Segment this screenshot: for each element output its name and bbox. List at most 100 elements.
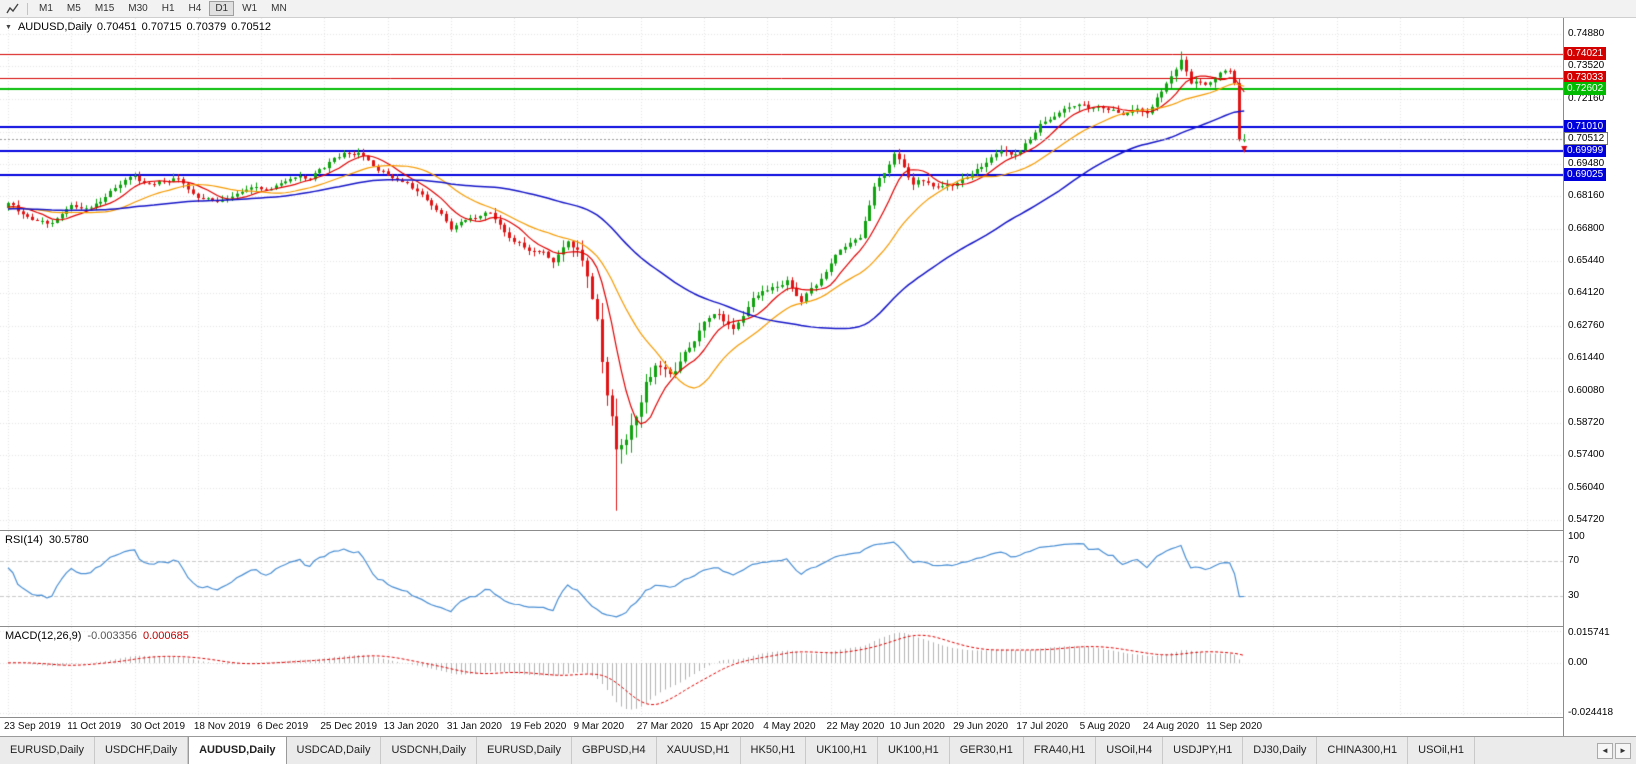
timeframe-button-m30[interactable]: M30 [128, 3, 148, 14]
price-axis-label: 0.58720 [1568, 417, 1605, 429]
chart-tab-7-xauusd-h1[interactable]: XAUUSD,H1 [657, 737, 741, 764]
price-axis-label: 0.56040 [1568, 482, 1605, 494]
timeframe-button-m1[interactable]: M1 [39, 3, 53, 14]
date-axis-label: 25 Dec 2019 [320, 721, 378, 732]
open-value: 0.70451 [96, 21, 137, 33]
price-axis-label: 0.68160 [1568, 189, 1605, 201]
price-axis-label: 0.69480 [1568, 157, 1605, 169]
expander-icon[interactable]: ▼ [5, 23, 12, 31]
timeframe-buttons: M1 M5 M15 M30 H1 H4 D1 W1 MN [32, 1, 294, 16]
price-axis[interactable]: 0.748800.735200.721600.708000.694800.681… [1563, 18, 1636, 736]
chart-tab-5-eurusd-daily[interactable]: EURUSD,Daily [477, 737, 572, 764]
rsi-axis-label: 30 [1568, 589, 1580, 601]
price-axis-label: 0.73520 [1568, 60, 1605, 72]
close-value: 0.70512 [231, 21, 271, 33]
chart-tab-15-dj30-daily[interactable]: DJ30,Daily [1243, 737, 1318, 764]
chart-tab-4-usdcnh-daily[interactable]: USDCNH,Daily [381, 737, 478, 764]
price-level-tag: 0.73033 [1564, 71, 1607, 85]
rsi-value: 30.5780 [48, 534, 89, 546]
chart-tab-16-china300-h1[interactable]: CHINA300,H1 [1317, 737, 1409, 764]
chart-tab-11-ger30-h1[interactable]: GER30,H1 [950, 737, 1024, 764]
chart-tab-0-eurusd-daily[interactable]: EURUSD,Daily [0, 737, 95, 764]
chart-tab-14-usdjpy-h1[interactable]: USDJPY,H1 [1163, 737, 1244, 764]
macd-axis-label: 0.015741 [1568, 627, 1610, 638]
date-axis-label: 23 Sep 2019 [4, 721, 61, 732]
price-axis-label: 0.61440 [1568, 351, 1605, 363]
price-axis-label: 0.74880 [1568, 27, 1605, 39]
ohlc-readout: ▼ AUDUSD,Daily 0.70451 0.70715 0.70379 0… [5, 21, 271, 33]
chart-tab-17-usoil-h1[interactable]: USOil,H1 [1408, 737, 1475, 764]
date-axis-label: 5 Aug 2020 [1079, 721, 1131, 732]
price-level-tag: 0.69025 [1564, 167, 1607, 181]
timeframe-button-m15[interactable]: M15 [94, 3, 115, 14]
rsi-axis-label: 70 [1568, 555, 1580, 567]
chart-tab-10-uk100-h1[interactable]: UK100,H1 [878, 737, 950, 764]
date-axis-label: 18 Nov 2019 [193, 721, 251, 732]
date-axis-label: 30 Oct 2019 [130, 721, 186, 732]
timeframe-button-mn[interactable]: MN [271, 3, 287, 14]
price-axis-label: 0.65440 [1568, 255, 1605, 267]
price-level-tag: 0.74021 [1564, 47, 1607, 61]
rsi-indicator-label: RSI(14) 30.5780 [5, 534, 89, 546]
date-axis-label: 6 Dec 2019 [257, 721, 309, 732]
tab-scroll-controls: ◄ ► [1592, 737, 1636, 764]
date-axis-label: 29 Jun 2020 [953, 721, 1009, 732]
chart-tab-12-fra40-h1[interactable]: FRA40,H1 [1024, 737, 1097, 764]
timeframe-button-d1[interactable]: D1 [209, 1, 235, 16]
timeframe-button-w1[interactable]: W1 [242, 3, 258, 14]
date-axis-label: 4 May 2020 [763, 721, 816, 732]
chart-tab-6-gbpusd-h4[interactable]: GBPUSD,H4 [572, 737, 657, 764]
main-price-chart[interactable] [0, 18, 1563, 530]
macd-name: MACD(12,26,9) [5, 630, 82, 642]
price-axis-label: 0.64120 [1568, 287, 1605, 299]
chart-tab-3-usdcad-daily[interactable]: USDCAD,Daily [287, 737, 382, 764]
price-axis-label: 0.72160 [1568, 93, 1605, 105]
rsi-indicator-chart[interactable] [0, 531, 1563, 626]
panel-separator[interactable] [0, 530, 1636, 531]
low-value: 0.70379 [186, 21, 227, 33]
date-axis-label: 27 Mar 2020 [636, 721, 693, 732]
macd-indicator-label: MACD(12,26,9) -0.003356 0.000685 [5, 630, 189, 642]
high-value: 0.70715 [141, 21, 182, 33]
time-axis[interactable]: 23 Sep 2019 11 Oct 2019 30 Oct 2019 18 Nov … [0, 718, 1563, 736]
tab-scroll-left-icon[interactable]: ◄ [1597, 742, 1613, 759]
price-level-tag: 0.71010 [1564, 120, 1607, 133]
tab-scroll-right-icon[interactable]: ► [1615, 742, 1631, 759]
timeframe-toolbar: M1 M5 M15 M30 H1 H4 D1 W1 MN [0, 0, 1636, 18]
price-axis-label: 0.57400 [1568, 449, 1605, 461]
date-axis-label: 22 May 2020 [826, 721, 885, 732]
date-axis-label: 17 Jul 2020 [1016, 721, 1069, 732]
timeframe-button-m5[interactable]: M5 [66, 3, 81, 14]
panel-separator[interactable] [0, 626, 1636, 627]
chart-tabs: EURUSD,Daily USDCHF,Daily AUDUSD,Daily USDC… [0, 737, 1592, 764]
price-level-tag: 0.72602 [1564, 81, 1607, 95]
price-level-tag: 0.69999 [1564, 144, 1607, 158]
date-axis-label: 15 Apr 2020 [699, 721, 754, 732]
chart-tab-2-audusd-daily[interactable]: AUDUSD,Daily [188, 737, 287, 764]
chart-tab-bar: EURUSD,Daily USDCHF,Daily AUDUSD,Daily USDC… [0, 736, 1636, 764]
chart-line-icon[interactable] [3, 2, 23, 16]
date-axis-label: 11 Sep 2020 [1206, 721, 1263, 732]
chart-tab-9-uk100-h1[interactable]: UK100,H1 [806, 737, 878, 764]
date-axis-label: 9 Mar 2020 [573, 721, 625, 732]
price-axis-label: 0.60080 [1568, 384, 1605, 396]
chart-tab-13-usoil-h4[interactable]: USOil,H4 [1096, 737, 1164, 764]
macd-axis-label: -0.024418 [1568, 707, 1614, 718]
panel-separator[interactable] [0, 717, 1636, 718]
macd-signal-value: 0.000685 [142, 630, 189, 642]
price-axis-label: 0.54720 [1568, 513, 1605, 525]
chart-tab-1-usdchf-daily[interactable]: USDCHF,Daily [95, 737, 189, 764]
rsi-name: RSI(14) [5, 534, 43, 546]
timeframe-button-h4[interactable]: H4 [188, 3, 202, 14]
macd-axis-label: 0.00 [1568, 657, 1588, 669]
date-axis-label: 31 Jan 2020 [446, 721, 502, 732]
macd-indicator-chart[interactable] [0, 627, 1563, 717]
date-axis-label: 11 Oct 2019 [67, 721, 122, 732]
rsi-axis-label: 100 [1568, 531, 1585, 542]
macd-main-value: -0.003356 [87, 630, 137, 642]
date-axis-label: 19 Feb 2020 [510, 721, 567, 732]
timeframe-button-h1[interactable]: H1 [161, 3, 175, 14]
chart-tab-8-hk50-h1[interactable]: HK50,H1 [741, 737, 807, 764]
date-axis-label: 10 Jun 2020 [889, 721, 945, 732]
date-axis-label: 24 Aug 2020 [1142, 721, 1200, 732]
